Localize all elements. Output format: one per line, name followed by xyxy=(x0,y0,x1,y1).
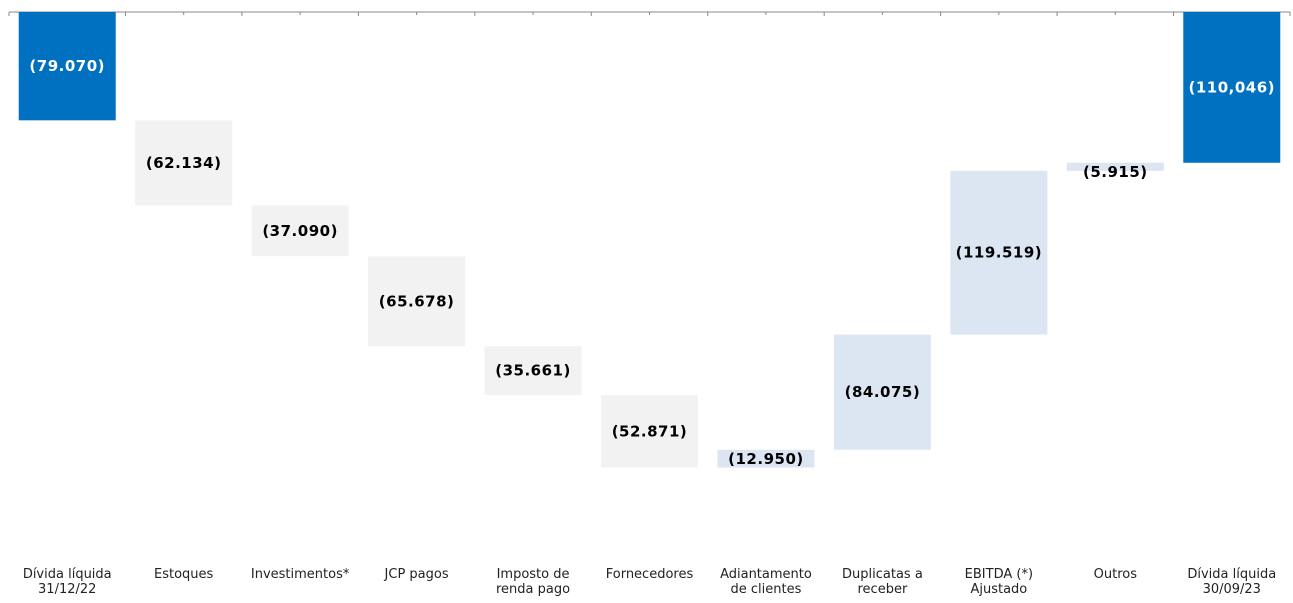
waterfall-bar-9 xyxy=(950,170,1048,335)
data-label-7: (12.950) xyxy=(728,450,804,468)
waterfall-bar-4 xyxy=(368,256,466,347)
data-label-8: (84.075) xyxy=(845,383,921,401)
waterfall-bar-6 xyxy=(601,395,698,468)
waterfall-bar-7 xyxy=(717,449,815,468)
category-label-8: Duplicatas a receber xyxy=(842,567,923,597)
data-label-5: (35.661) xyxy=(495,362,571,380)
data-label-3: (37.090) xyxy=(262,222,338,240)
waterfall-bar-5 xyxy=(484,346,582,396)
waterfall-bar-8 xyxy=(833,334,931,450)
category-label-4: JCP pagos xyxy=(384,567,449,582)
category-label-6: Fornecedores xyxy=(606,567,694,582)
category-label-7: Adiantamento de clientes xyxy=(720,567,812,597)
data-label-10: (5.915) xyxy=(1083,163,1148,181)
waterfall-bar-3 xyxy=(251,205,349,257)
category-label-5: Imposto de renda pago xyxy=(496,567,570,597)
category-label-2: Estoques xyxy=(154,567,214,582)
bar-layer xyxy=(18,12,1281,468)
data-label-layer: (79.070) (62.134) (37.090) (65.678) (35.661)… xyxy=(29,57,1276,468)
data-label-4: (65.678) xyxy=(379,292,455,310)
data-label-6: (52.871) xyxy=(612,422,688,440)
category-label-10: Outros xyxy=(1094,567,1138,582)
category-label-11: Dívida líquida 30/09/23 xyxy=(1187,567,1276,597)
data-label-1: (79.070) xyxy=(29,57,105,75)
category-label-layer: Dívida líquida 31/12/22 Estoques Investimen… xyxy=(23,567,1276,597)
category-label-1: Dívida líquida 31/12/22 xyxy=(23,567,112,597)
waterfall-bar-2 xyxy=(135,120,233,206)
category-label-3: Investimentos* xyxy=(251,567,350,582)
category-label-9: EBITDA (*) Ajustado xyxy=(965,567,1033,597)
axis-layer xyxy=(8,11,1291,16)
data-label-11: (110,046) xyxy=(1189,78,1276,96)
data-label-2: (62.134) xyxy=(146,154,222,172)
waterfall-bar-11 xyxy=(1183,12,1281,163)
waterfall-bar-1 xyxy=(18,12,116,121)
waterfall-bar-10 xyxy=(1066,162,1164,171)
data-label-9: (119.519) xyxy=(956,244,1043,262)
